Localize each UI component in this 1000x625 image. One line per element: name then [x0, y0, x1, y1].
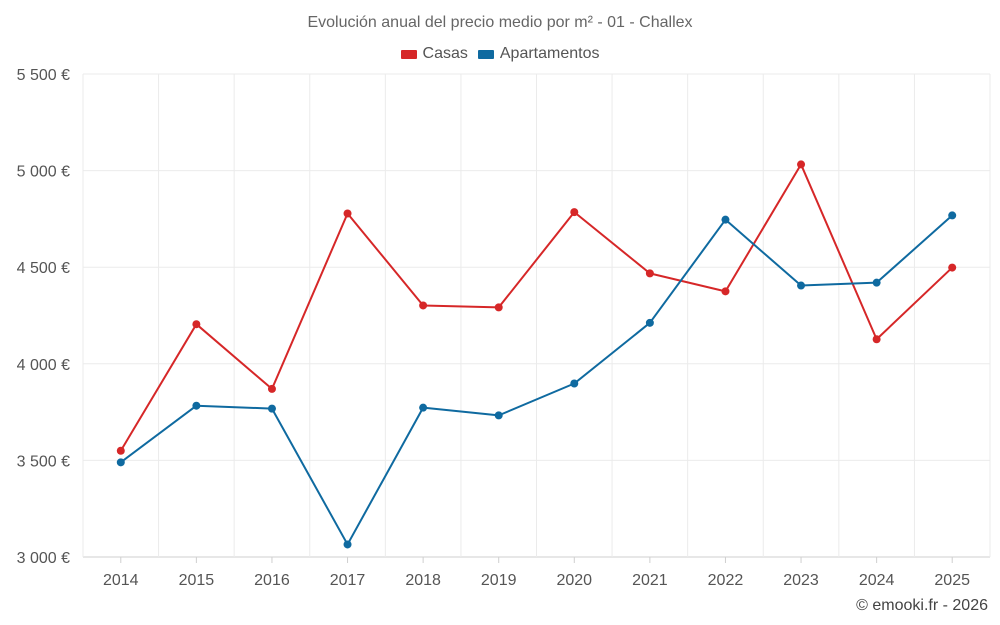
data-point-apartamentos	[797, 281, 806, 290]
series-line-apartamentos	[120, 214, 953, 546]
data-point-casas	[267, 384, 276, 393]
legend-item-casas[interactable]: Casas	[400, 45, 468, 63]
x-tick-label: 2023	[783, 572, 819, 589]
data-point-apartamentos	[419, 403, 428, 412]
y-tick-label: 4 000 €	[17, 357, 70, 374]
x-tick-label: 2014	[103, 572, 139, 589]
data-point-apartamentos	[948, 211, 957, 220]
x-tick-label: 2018	[405, 572, 441, 589]
data-point-apartamentos	[872, 278, 881, 287]
data-point-casas	[645, 269, 654, 278]
data-point-casas	[797, 160, 806, 169]
data-point-casas	[419, 301, 428, 310]
legend-label-apartamentos: Apartamentos	[499, 45, 600, 62]
y-tick-label: 5 000 €	[17, 164, 70, 181]
data-point-apartamentos	[645, 318, 654, 327]
data-point-casas	[948, 263, 957, 272]
data-point-casas	[872, 335, 881, 344]
x-tick-label: 2015	[179, 572, 215, 589]
x-tick-label: 2019	[481, 572, 517, 589]
data-point-apartamentos	[343, 540, 352, 549]
y-tick-label: 4 500 €	[17, 260, 70, 277]
data-point-apartamentos	[721, 215, 730, 224]
legend-label-casas: Casas	[422, 45, 468, 62]
data-point-apartamentos	[494, 411, 503, 420]
data-point-casas	[116, 446, 125, 455]
legend-item-apartamentos[interactable]: Apartamentos	[477, 45, 600, 63]
data-point-casas	[192, 320, 201, 329]
series-line-casas	[119, 163, 953, 452]
x-tick-label: 2022	[708, 572, 744, 589]
y-tick-label: 3 500 €	[17, 453, 70, 470]
legend-swatch-apartamentos	[477, 49, 494, 59]
data-point-apartamentos	[192, 401, 201, 410]
data-point-casas	[721, 287, 730, 296]
data-point-apartamentos	[570, 379, 579, 388]
legend-swatch-casas	[400, 49, 417, 59]
data-point-casas	[343, 209, 352, 218]
legend: Casas Apartamentos	[0, 45, 1000, 63]
x-tick-label: 2021	[632, 572, 668, 589]
copyright-text: © emooki.fr - 2026	[856, 597, 988, 614]
x-tick-label: 2025	[934, 572, 970, 589]
data-point-apartamentos	[116, 458, 125, 467]
x-tick-label: 2024	[859, 572, 895, 589]
data-point-casas	[494, 303, 503, 312]
y-tick-label: 5 500 €	[17, 67, 70, 84]
data-point-casas	[570, 208, 579, 217]
y-tick-label: 3 000 €	[17, 550, 70, 567]
x-tick-label: 2017	[330, 572, 366, 589]
x-tick-label: 2020	[556, 572, 592, 589]
x-tick-label: 2016	[254, 572, 290, 589]
data-point-apartamentos	[267, 404, 276, 413]
chart-title: Evolución anual del precio medio por m² …	[307, 14, 693, 31]
